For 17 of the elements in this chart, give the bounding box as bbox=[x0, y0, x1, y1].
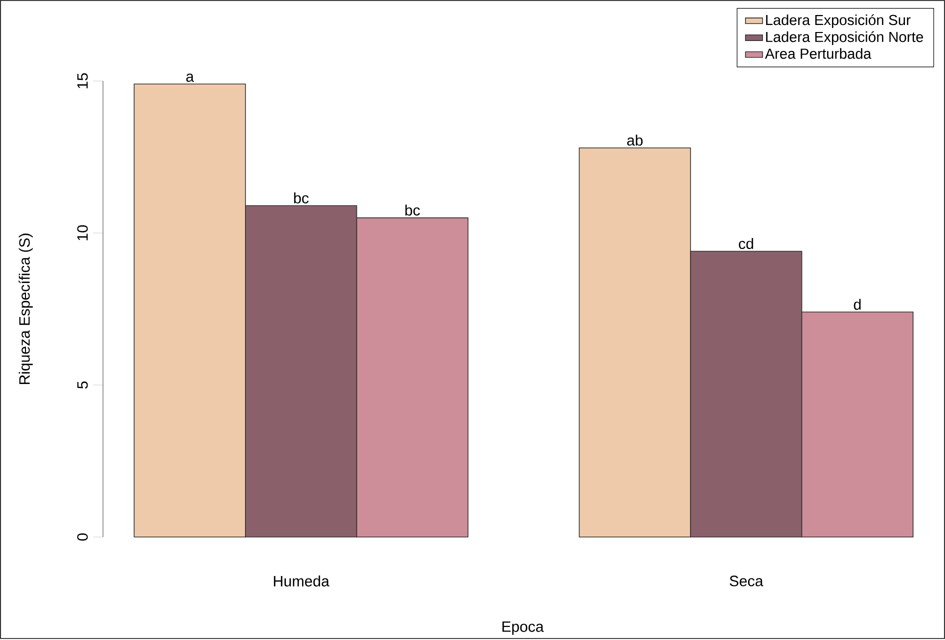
data-label: ab bbox=[627, 134, 643, 146]
data-label: d bbox=[854, 298, 861, 310]
y-axis-title: Riqueza Específica (S) bbox=[18, 234, 33, 384]
x-tick-label: Humeda bbox=[274, 576, 330, 587]
data-label: bc bbox=[294, 192, 309, 204]
x-axis-title: Epoca bbox=[502, 622, 544, 635]
y-tick-label: 15 bbox=[77, 73, 88, 88]
legend-label: Ladera Exposición Sur bbox=[766, 14, 911, 28]
y-tick-label: 5 bbox=[77, 381, 88, 389]
data-label: a bbox=[186, 74, 194, 82]
data-label: cd bbox=[738, 238, 754, 250]
legend-label: Area Perturbada bbox=[764, 48, 872, 59]
y-tick-label: 10 bbox=[77, 225, 88, 240]
y-tick-label: 0 bbox=[77, 533, 88, 541]
legend-label: Ladera Exposición Norte bbox=[766, 31, 924, 45]
x-tick-label: Seca bbox=[730, 576, 764, 586]
data-label: bc bbox=[405, 204, 420, 216]
